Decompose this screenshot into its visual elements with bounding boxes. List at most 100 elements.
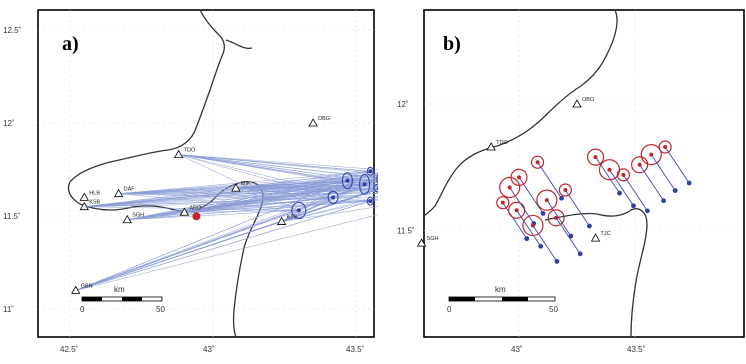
lat-tick-label: 12.5˚ — [3, 26, 22, 35]
map-panel-a: DBG TDO MIK DAF HLB KSB ARO SGH KTS GBN 12.5˚ 12˚ 1… — [0, 0, 501, 359]
relocated-event-dot — [672, 188, 678, 194]
initial-event-dot — [500, 200, 505, 205]
initial-error-circle — [631, 156, 649, 174]
scale-unit: km — [495, 285, 506, 294]
relocation-vector — [650, 154, 676, 191]
relocation-vector — [537, 161, 562, 199]
relocation-vector — [565, 189, 590, 227]
station-label: DBG — [318, 116, 330, 122]
error-ellipse — [291, 201, 307, 219]
lon-tick-label: 42.5˚ — [60, 345, 79, 354]
relocated-event-dot — [631, 203, 636, 209]
map-a-svg: DBG TDO MIK DAF HLB KSB ARO SGH KTS GBN 12.5˚ 12˚ 1… — [3, 9, 501, 354]
station-triangle — [79, 192, 89, 201]
station-triangle — [179, 207, 190, 216]
scale-start: 0 — [80, 305, 85, 314]
relocated-event-dot — [538, 243, 544, 249]
event-dot — [368, 169, 373, 174]
initial-event-dot — [637, 162, 642, 167]
relocated-event-dot — [645, 208, 650, 214]
station-label: TJC — [601, 231, 611, 237]
relocated-event-dot — [540, 210, 546, 216]
ray-path — [75, 180, 348, 291]
ray-path — [84, 176, 414, 207]
relocated-event-dot — [617, 190, 622, 196]
station-label: ARO — [189, 205, 202, 211]
initial-error-circle — [586, 148, 605, 166]
event-dot — [296, 208, 301, 213]
initial-event-dot — [663, 145, 668, 150]
initial-event-dot — [517, 175, 521, 180]
relocated-event-dot — [686, 180, 692, 186]
initial-event-dot — [535, 160, 540, 165]
map-b-stations: OBO TDO SGH TJC — [416, 97, 611, 247]
initial-error-circle — [499, 176, 521, 199]
lat-tick-label: 11.5˚ — [3, 212, 21, 221]
initial-event-dot — [621, 172, 626, 177]
initial-error-circle — [658, 140, 672, 154]
station-triangle — [486, 142, 496, 151]
relocated-event-dot — [524, 236, 530, 242]
station-triangle — [173, 149, 184, 159]
scale-bar-segment — [502, 297, 528, 301]
ray-path — [178, 154, 402, 181]
relocated-event-dot — [661, 198, 667, 204]
relocation-vector — [664, 146, 690, 184]
station-triangle — [308, 118, 318, 127]
scale-bar-segment — [122, 297, 142, 301]
initial-error-circle — [640, 144, 662, 166]
station-triangle — [71, 285, 81, 294]
ray-path — [178, 154, 414, 178]
ray-path — [127, 180, 348, 221]
initial-error-circle — [508, 201, 526, 219]
initial-event-dot — [563, 188, 568, 193]
event-dot — [331, 195, 336, 200]
ray-path — [75, 200, 371, 291]
map-a-scale-bar: km 0 50 — [80, 285, 165, 314]
relocation-vector — [609, 169, 634, 207]
ray-path — [184, 210, 299, 213]
initial-event-marker — [192, 212, 201, 221]
station-triangle — [276, 216, 287, 225]
relocated-event-dot — [587, 223, 592, 229]
station-triangle — [231, 183, 241, 192]
station-label: SGH — [427, 236, 439, 242]
lat-tick-label: 12˚ — [3, 119, 15, 128]
ray-path — [127, 200, 371, 221]
event-dot — [368, 199, 373, 204]
ray-path — [235, 187, 334, 198]
scale-end: 50 — [156, 305, 165, 314]
initial-event-dot — [544, 198, 549, 203]
relocation-vector — [502, 202, 528, 239]
station-triangle — [122, 214, 132, 224]
station-label: GBN — [81, 283, 93, 289]
map-b-coastline-south — [544, 208, 648, 338]
station-label: DAF — [124, 187, 136, 193]
ray-path — [178, 154, 299, 211]
station-label: OBO — [582, 97, 595, 103]
station-triangle — [590, 233, 601, 242]
station-triangle — [113, 188, 124, 198]
lat-tick-label: 11.5˚ — [397, 227, 415, 236]
initial-error-circle — [536, 189, 558, 211]
ray-path — [184, 197, 334, 213]
scale-start: 0 — [447, 305, 452, 314]
relocated-event-dot — [577, 251, 583, 257]
ray-path — [75, 210, 299, 291]
relocation-vector — [518, 177, 544, 214]
ray-path — [281, 171, 371, 222]
panel-label-b: b) — [443, 33, 461, 55]
map-b-svg: OBO TDO SGH TJC 12˚ 11.5˚ 43˚ 43.5˚ b) km 0 50 — [397, 9, 745, 354]
lon-tick-label: 43.5˚ — [627, 345, 646, 354]
relocated-event-dot — [559, 195, 564, 201]
map-a-ray-paths — [75, 154, 462, 291]
station-label: TDO — [496, 140, 508, 146]
lon-tick-label: 43˚ — [511, 345, 523, 354]
ray-path — [178, 154, 348, 181]
map-a-frame — [37, 9, 375, 338]
lat-tick-label: 12˚ — [397, 100, 409, 109]
ray-path — [118, 180, 348, 194]
initial-error-circle — [547, 209, 565, 227]
map-b-initial-locations — [496, 140, 672, 237]
panel-label-a: a) — [62, 33, 79, 55]
